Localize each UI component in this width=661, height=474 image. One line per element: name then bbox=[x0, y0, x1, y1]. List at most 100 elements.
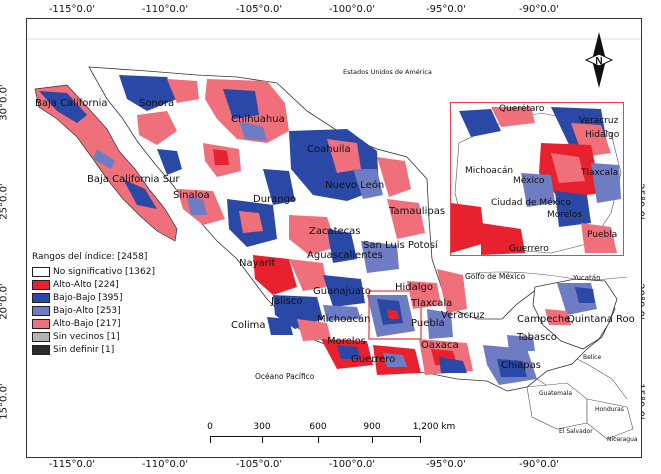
legend-item-bajo-alto: Bajo-Alto [253] bbox=[32, 305, 155, 317]
inset-label-queretaro: Querétaro bbox=[499, 104, 545, 114]
inset-label-morelos: Morelos bbox=[547, 210, 583, 220]
mexico-map-svg bbox=[27, 38, 641, 440]
scale-tick-600: 600 bbox=[309, 422, 327, 432]
label-campeche: Campeche bbox=[517, 314, 571, 325]
label-tlaxcala: Tlaxcala bbox=[411, 298, 453, 309]
label-baja-california-sur: Baja California Sur bbox=[87, 174, 180, 185]
scale-tick-300: 300 bbox=[253, 422, 271, 432]
inset-label-guerrero: Guerrero bbox=[509, 244, 549, 254]
inset-label-tlaxcala: Tlaxcala bbox=[581, 168, 619, 178]
label-baja-california: Baja California bbox=[35, 98, 108, 109]
legend-label: No significativo [1362] bbox=[53, 267, 155, 277]
inset-label-michoacan: Michoacán bbox=[465, 166, 514, 176]
scale-tick-1200: 1,200 km bbox=[412, 422, 456, 432]
legend-swatch bbox=[32, 319, 50, 329]
legend-item-no-significativo: No significativo [1362] bbox=[32, 266, 155, 278]
label-san-luis-potosi: San Luis Potosí bbox=[363, 240, 438, 251]
label-usa: Estados Unidos de América bbox=[343, 68, 432, 76]
legend-item-bajo-bajo: Bajo-Bajo [395] bbox=[32, 292, 155, 304]
top-tick-100: -100°0.0' bbox=[328, 4, 376, 15]
label-veracruz: Veracruz bbox=[441, 310, 485, 321]
label-hidalgo: Hidalgo bbox=[395, 282, 434, 293]
legend-swatch bbox=[32, 293, 50, 303]
label-coahuila: Coahuila bbox=[307, 144, 351, 155]
scale-line bbox=[210, 436, 421, 445]
legend-item-sin-definir: Sin definir [1] bbox=[32, 344, 155, 356]
legend-item-sin-vecinos: Sin vecinos [1] bbox=[32, 331, 155, 343]
inset-label-mexico: México bbox=[513, 176, 545, 186]
legend-swatch bbox=[32, 267, 50, 277]
label-puebla: Puebla bbox=[411, 318, 445, 329]
label-guatemala: Guatemala bbox=[539, 390, 573, 397]
label-nicaragua: Nicaragua bbox=[607, 436, 638, 443]
bottom-tick-105: -105°0.0' bbox=[235, 459, 283, 470]
left-tick-25: 25°0.0' bbox=[0, 183, 10, 220]
label-yucatan: Yucatán bbox=[573, 274, 601, 282]
label-quintana-roo: Quintana Roo bbox=[567, 314, 635, 325]
label-el-salvador: El Salvador bbox=[559, 428, 593, 435]
label-aguascalientes: Aguascalientes bbox=[307, 250, 383, 261]
legend-swatch bbox=[32, 345, 50, 355]
top-tick-105: -105°0.0' bbox=[235, 4, 283, 15]
bottom-tick-110: -110°0.0' bbox=[141, 459, 189, 470]
label-honduras: Honduras bbox=[595, 406, 624, 413]
label-guanajuato: Guanajuato bbox=[313, 286, 371, 297]
label-tamaulipas: Tamaulipas bbox=[389, 206, 446, 217]
compass-letter: N bbox=[595, 56, 602, 67]
legend: Rangos del índice: [2458] No significati… bbox=[32, 252, 155, 357]
legend-label: Alto-Alto [224] bbox=[53, 280, 119, 290]
north-arrow-icon: N bbox=[584, 30, 614, 90]
label-sinaloa: Sinaloa bbox=[173, 190, 210, 201]
legend-label: Sin vecinos [1] bbox=[53, 332, 120, 342]
scale-bar: 0 300 600 900 1,200 km bbox=[207, 422, 455, 445]
top-tick-90: -90°0.0' bbox=[519, 4, 559, 15]
label-jalisco: Jalisco bbox=[271, 296, 303, 307]
scale-numbers: 0 300 600 900 1,200 km bbox=[207, 422, 455, 434]
inset-label-veracruz: Veracruz bbox=[579, 116, 619, 126]
yucatan-shape bbox=[532, 278, 618, 350]
legend-swatch bbox=[32, 332, 50, 342]
label-michoacan: Michoacán bbox=[317, 314, 371, 325]
bottom-tick-115: -115°0.0' bbox=[48, 459, 96, 470]
legend-label: Sin definir [1] bbox=[53, 345, 115, 355]
legend-label: Bajo-Alto [253] bbox=[53, 306, 121, 316]
label-belice: Belice bbox=[583, 354, 602, 361]
label-durango: Durango bbox=[253, 194, 297, 205]
legend-swatch bbox=[32, 306, 50, 316]
label-golfo: Golfo de México bbox=[465, 272, 526, 281]
legend-title: Rangos del índice: [2458] bbox=[32, 252, 148, 262]
inset-map-svg bbox=[451, 103, 623, 255]
label-chihuahua: Chihuahua bbox=[231, 114, 285, 125]
legend-label: Bajo-Bajo [395] bbox=[53, 293, 123, 303]
inset-label-cdmx: Ciudad de México bbox=[491, 198, 571, 208]
scale-tick-900: 900 bbox=[363, 422, 381, 432]
legend-swatch bbox=[32, 280, 50, 290]
label-morelos: Morelos bbox=[327, 336, 366, 347]
scale-tick-0: 0 bbox=[207, 422, 213, 432]
left-tick-15: 15°0.0' bbox=[0, 383, 10, 420]
bottom-tick-95: -95°0.0' bbox=[426, 459, 466, 470]
inset-label-hidalgo: Hidalgo bbox=[585, 130, 620, 140]
label-colima: Colima bbox=[231, 320, 266, 331]
label-nuevo-leon: Nuevo León bbox=[325, 180, 385, 191]
bottom-tick-100: -100°0.0' bbox=[328, 459, 376, 470]
label-zacatecas: Zacatecas bbox=[309, 226, 361, 237]
inset-label-puebla: Puebla bbox=[587, 230, 618, 240]
legend-item-alto-bajo: Alto-Bajo [217] bbox=[32, 318, 155, 330]
label-guerrero: Guerrero bbox=[351, 354, 396, 365]
left-tick-30: 30°0.0' bbox=[0, 84, 10, 121]
top-tick-95: -95°0.0' bbox=[426, 4, 466, 15]
legend-item-alto-alto: Alto-Alto [224] bbox=[32, 279, 155, 291]
label-chiapas: Chiapas bbox=[501, 360, 541, 371]
legend-label: Alto-Bajo [217] bbox=[53, 319, 121, 329]
label-sonora: Sonora bbox=[139, 98, 175, 109]
left-tick-20: 20°0.0' bbox=[0, 283, 10, 320]
top-tick-110: -110°0.0' bbox=[141, 4, 189, 15]
inset-map: Querétaro Veracruz Hidalgo Michoacán Méx… bbox=[450, 102, 624, 256]
label-oaxaca: Oaxaca bbox=[421, 340, 459, 351]
bottom-tick-90: -90°0.0' bbox=[519, 459, 559, 470]
label-oceano: Océano Pacífico bbox=[255, 372, 315, 381]
top-tick-115: -115°0.0' bbox=[48, 4, 96, 15]
label-tabasco: Tabasco bbox=[517, 332, 557, 343]
